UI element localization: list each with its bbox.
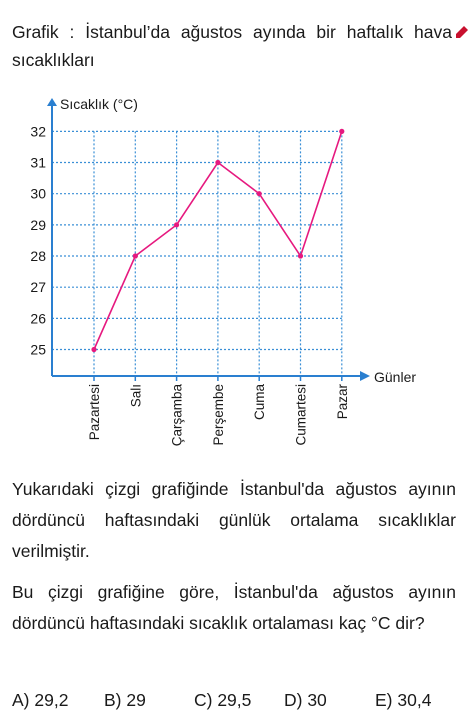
option-c[interactable]: C) 29,5 (194, 690, 252, 710)
question-title: Grafik : İstanbul’da ağustos ayında bir … (12, 22, 452, 70)
x-tick-label: Pazar (335, 384, 350, 420)
y-tick-label: 25 (30, 342, 46, 358)
y-tick-label: 29 (30, 217, 46, 233)
x-tick-label: Cumartesi (294, 384, 309, 446)
axes (47, 98, 370, 381)
y-tick-label: 31 (30, 155, 46, 171)
data-point (256, 191, 262, 197)
y-tick-labels: 25 26 27 28 29 30 31 32 (30, 123, 46, 357)
line-chart: 25 26 27 28 29 30 31 32 Pazartesi Salı Çarşamba Pe… (30, 96, 416, 447)
y-tick-label: 30 (30, 186, 46, 202)
data-point (174, 222, 180, 228)
paragraph-intro: Yukarıdaki çizgi grafiğinde İstanbul'da … (12, 479, 456, 561)
data-point (339, 128, 345, 134)
data-point (297, 253, 304, 259)
x-tick-label: Pazartesi (87, 384, 102, 440)
y-tick-label: 32 (30, 123, 46, 139)
y-tick-label: 28 (30, 248, 46, 264)
paragraph-question: Bu çizgi grafiğine göre, İstanbul'da ağu… (12, 582, 456, 633)
option-a[interactable]: A) 29,2 (12, 690, 69, 710)
x-tick-label: Perşembe (211, 384, 226, 446)
pencil-icon (456, 26, 468, 38)
x-axis-label: Günler (374, 369, 416, 385)
y-tick-label: 27 (30, 279, 46, 295)
option-b[interactable]: B) 29 (104, 690, 146, 710)
y-tick-label: 26 (30, 310, 46, 326)
x-axis-arrow (360, 371, 370, 381)
data-point (132, 253, 138, 259)
data-point (215, 159, 221, 166)
option-e[interactable]: E) 30,4 (375, 690, 432, 710)
option-d[interactable]: D) 30 (284, 690, 327, 710)
x-tick-label: Cuma (252, 384, 267, 421)
x-tick-label: Çarşamba (170, 384, 185, 447)
y-axis-arrow (47, 98, 57, 106)
data-point (91, 346, 97, 353)
x-tick-labels: Pazartesi Salı Çarşamba Perşembe Cuma Cumarte… (87, 384, 350, 447)
x-tick-label: Salı (128, 384, 143, 407)
series-line (91, 128, 345, 353)
y-axis-label: Sıcaklık (°C) (60, 96, 138, 112)
